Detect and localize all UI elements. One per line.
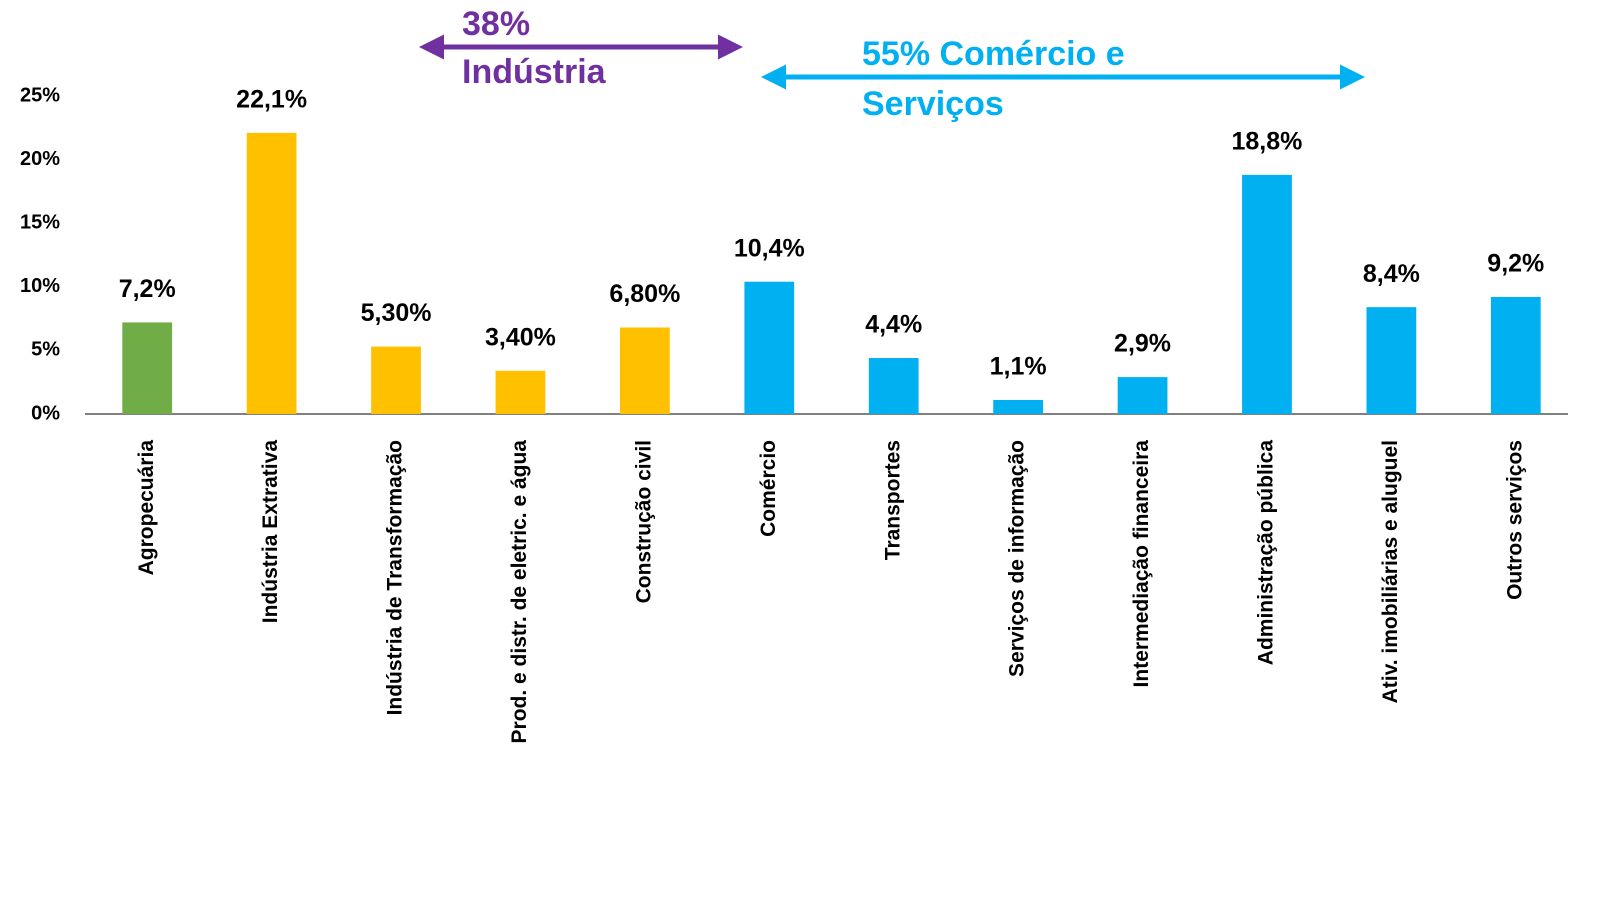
bar	[868, 358, 919, 414]
y-tick-label: 15%	[20, 211, 60, 233]
x-tick-label: Construção civil	[632, 440, 655, 603]
data-label: 3,40%	[485, 323, 556, 351]
bar	[1366, 307, 1417, 414]
bar	[495, 370, 546, 414]
annotation: 55% Comércio e	[862, 35, 1125, 73]
bar	[1117, 377, 1168, 414]
x-tick-label: Comércio	[757, 440, 780, 537]
data-label: 6,80%	[609, 280, 680, 308]
y-tick-label: 25%	[20, 84, 60, 106]
y-tick-label: 5%	[31, 339, 60, 361]
x-tick-label: Indústria de Transformação	[384, 440, 407, 715]
x-tick-label: Prod. e distr. de eletric. e água	[508, 440, 531, 744]
bar	[371, 346, 421, 414]
x-tick-label: Serviços de informação	[1006, 440, 1029, 677]
data-label: 18,8%	[1232, 127, 1303, 155]
data-label: 2,9%	[1114, 330, 1171, 358]
annotation: Serviços	[862, 85, 1004, 123]
y-tick-label: 20%	[20, 148, 60, 170]
bar	[246, 132, 297, 414]
data-label: 8,4%	[1363, 260, 1420, 288]
bar	[744, 281, 795, 414]
y-tick-label: 0%	[31, 402, 60, 424]
x-tick-label: Agropecuária	[135, 440, 158, 576]
x-tick-label: Indústria Extrativa	[259, 440, 282, 624]
data-label: 5,30%	[361, 299, 432, 327]
data-label: 9,2%	[1487, 250, 1544, 278]
x-tick-label: Outros serviços	[1503, 440, 1526, 600]
data-label: 7,2%	[119, 275, 176, 303]
y-tick-label: 10%	[20, 275, 60, 297]
data-label: 22,1%	[236, 85, 307, 113]
bar	[619, 327, 670, 414]
bar	[122, 322, 173, 414]
x-tick-label: Transportes	[881, 440, 904, 560]
annotation: 38%	[462, 5, 530, 43]
x-tick-label: Intermediação financeira	[1130, 440, 1153, 688]
data-label: 4,4%	[865, 311, 922, 339]
data-label: 10,4%	[734, 234, 805, 262]
x-tick-label: Ativ. imobiliárias e aluguel	[1379, 440, 1402, 703]
data-label: 1,1%	[990, 353, 1047, 381]
x-tick-label: Administração pública	[1255, 440, 1278, 666]
bar	[1242, 174, 1292, 414]
annotation: Indústria	[462, 53, 607, 91]
bar	[1490, 296, 1541, 414]
bar	[993, 400, 1044, 414]
